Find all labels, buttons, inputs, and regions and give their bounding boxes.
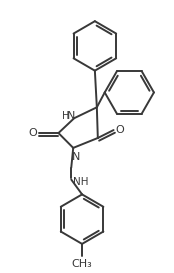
Text: O: O <box>29 128 37 138</box>
Text: CH₃: CH₃ <box>72 259 92 269</box>
Text: H: H <box>62 111 69 121</box>
Text: N: N <box>67 111 76 121</box>
Text: NH: NH <box>73 177 89 186</box>
Text: N: N <box>72 152 80 162</box>
Text: O: O <box>115 125 124 135</box>
